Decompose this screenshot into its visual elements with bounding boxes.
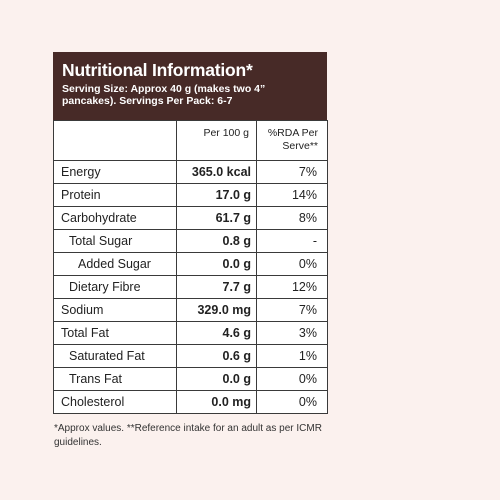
table-row: Carbohydrate 61.7 g 8%: [53, 206, 328, 230]
per-100g-value: 365.0 kcal: [176, 160, 257, 184]
table-row: Total Sugar 0.8 g-: [53, 229, 328, 253]
footnote: *Approx values. **Reference intake for a…: [54, 423, 322, 448]
column-header-rda: %RDA Per Serve**: [256, 120, 328, 161]
rda-value: 12%: [256, 275, 328, 299]
rda-value: 0%: [256, 390, 328, 414]
per-100g-value: 0.0 mg: [176, 390, 257, 414]
table-row: Sodium 329.0 mg 7%: [53, 298, 328, 322]
nutrient-name: Cholesterol: [53, 390, 177, 414]
nutrient-name: Added Sugar: [53, 252, 177, 276]
per-100g-value: 0.6 g: [176, 344, 257, 368]
rda-value: 1%: [256, 344, 328, 368]
per-100g-value: 0.0 g: [176, 367, 257, 391]
rda-value: 0%: [256, 367, 328, 391]
column-header-per-100g: Per 100 g: [176, 120, 257, 161]
table-row: Trans Fat 0.0 g 0%: [53, 367, 328, 391]
nutrition-panel: Nutritional Information* Serving Size: A…: [53, 52, 328, 414]
per-100g-value: 0.0 g: [176, 252, 257, 276]
column-header-nutrient: [53, 120, 177, 161]
rda-value: 14%: [256, 183, 328, 207]
table-row: Saturated Fat 0.6 g 1%: [53, 344, 328, 368]
per-100g-value: 17.0 g: [176, 183, 257, 207]
nutrition-title: Nutritional Information*: [62, 60, 253, 80]
rda-value: 8%: [256, 206, 328, 230]
table-row: Total Fat 4.6 g 3%: [53, 321, 328, 345]
table-row: Cholesterol 0.0 mg 0%: [53, 390, 328, 414]
table-row: Dietary Fibre 7.7 g 12%: [53, 275, 328, 299]
rda-value: -: [256, 229, 328, 253]
table-row: Energy 365.0 kcal 7%: [53, 160, 328, 184]
nutrient-name: Energy: [53, 160, 177, 184]
per-100g-value: 0.8 g: [176, 229, 257, 253]
table-header-row: Per 100 g %RDA Per Serve**: [53, 120, 328, 161]
serving-info: Serving Size: Approx 40 g (makes two 4” …: [62, 83, 266, 107]
nutrient-name: Saturated Fat: [53, 344, 177, 368]
rda-value: 0%: [256, 252, 328, 276]
nutrient-name: Trans Fat: [53, 367, 177, 391]
nutrient-name: Total Fat: [53, 321, 177, 345]
nutrient-name: Total Sugar: [53, 229, 177, 253]
rda-value: 3%: [256, 321, 328, 345]
table-row: Protein 17.0 g 14%: [53, 183, 328, 207]
nutrition-table: Per 100 g %RDA Per Serve** Energy 365.0 k…: [53, 120, 328, 414]
nutrient-name: Carbohydrate: [53, 206, 177, 230]
per-100g-value: 4.6 g: [176, 321, 257, 345]
rda-value: 7%: [256, 160, 328, 184]
nutrient-name: Protein: [53, 183, 177, 207]
table-row: Added Sugar 0.0 g 0%: [53, 252, 328, 276]
nutrition-header: Nutritional Information* Serving Size: A…: [53, 52, 327, 120]
nutrient-name: Sodium: [53, 298, 177, 322]
nutrient-name: Dietary Fibre: [53, 275, 177, 299]
per-100g-value: 7.7 g: [176, 275, 257, 299]
rda-value: 7%: [256, 298, 328, 322]
per-100g-value: 61.7 g: [176, 206, 257, 230]
per-100g-value: 329.0 mg: [176, 298, 257, 322]
